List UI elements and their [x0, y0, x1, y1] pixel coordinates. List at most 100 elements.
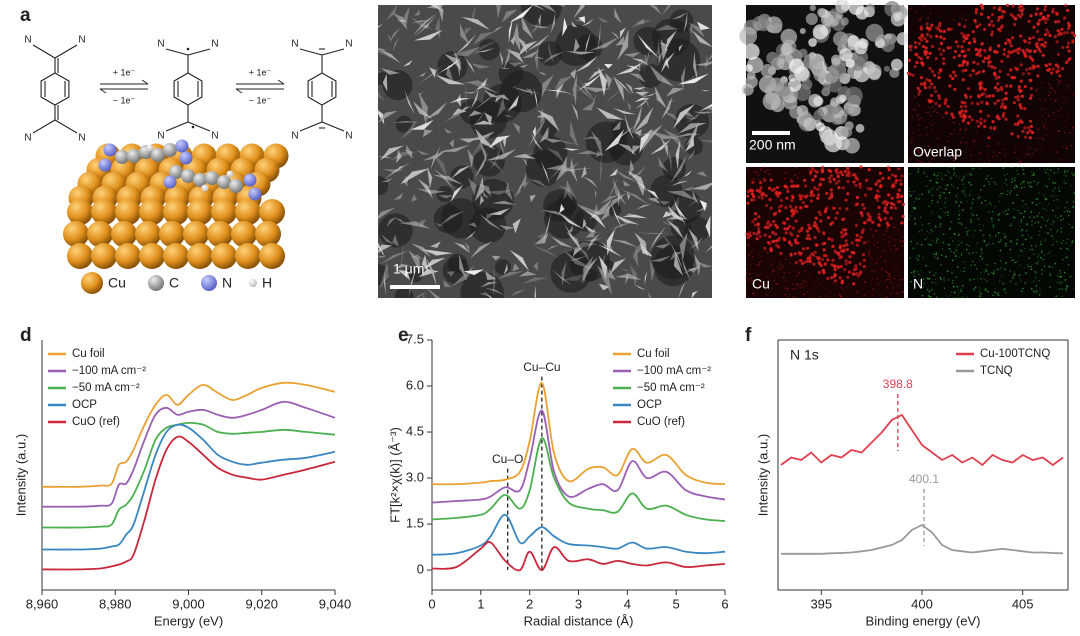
map-dot: [1014, 177, 1016, 179]
flake: [560, 167, 594, 172]
flake: [513, 152, 541, 158]
map-dot: [1054, 262, 1057, 265]
map-dot: [1015, 283, 1017, 285]
map-dot: [846, 170, 851, 174]
molecule-atom: [243, 173, 257, 187]
map-dot: [893, 206, 898, 210]
map-dot: [877, 212, 881, 216]
molecule: [165, 47, 211, 132]
map-dot: [854, 41, 868, 55]
flake: [547, 40, 554, 64]
map-dot: [756, 274, 758, 276]
map-dot: [832, 31, 849, 47]
map-dot: [949, 295, 952, 297]
map-dot: [1014, 179, 1016, 182]
map-dot: [1044, 224, 1047, 227]
map-dot: [1073, 192, 1075, 194]
map-dot: [1068, 214, 1070, 217]
map-dot: [1064, 3, 1068, 7]
map-dot: [838, 206, 842, 211]
map-dot: [1056, 195, 1059, 197]
flake: [573, 38, 580, 54]
map-dot: [919, 134, 921, 137]
map-dot: [911, 115, 913, 118]
map-dot: [930, 229, 933, 231]
map-dot: [870, 269, 873, 272]
map-dot: [935, 175, 938, 177]
cu-atom: [91, 199, 117, 225]
flake: [473, 109, 486, 127]
map-dot: [989, 126, 993, 130]
map-dot: [1044, 197, 1047, 200]
flake: [572, 80, 597, 104]
flake: [691, 290, 698, 298]
flake: [455, 33, 477, 56]
map-dot: [921, 223, 924, 226]
shadow: [609, 144, 624, 158]
map-dot: [1012, 277, 1014, 279]
map-dot: [774, 279, 777, 282]
flake: [507, 95, 519, 112]
map-dot: [927, 192, 930, 194]
flake: [439, 144, 470, 152]
map-dot: [963, 175, 965, 178]
flake: [665, 215, 689, 220]
flake: [527, 119, 546, 149]
cu-atom: [235, 243, 261, 269]
map-dot: [998, 195, 1001, 198]
map-dot: [942, 61, 946, 65]
map-dot: [806, 233, 811, 237]
map-dot: [993, 205, 996, 208]
map-dot: [759, 256, 762, 258]
flake: [396, 149, 402, 164]
map-dot: [813, 96, 824, 107]
map-dot: [947, 27, 951, 31]
map-dot: [1020, 249, 1022, 252]
series-line: [41, 421, 336, 529]
map-dot: [950, 177, 953, 179]
flake: [456, 94, 461, 107]
flake: [603, 63, 613, 69]
map-dot: [1038, 294, 1041, 296]
map-dot: [990, 235, 992, 238]
flake: [563, 180, 570, 200]
map-dot: [1013, 187, 1016, 189]
map-dot: [1016, 51, 1020, 55]
map-dot: [947, 243, 949, 246]
map-dot: [746, 70, 756, 80]
map-dot: [930, 69, 935, 73]
map-dot: [977, 70, 981, 74]
flake: [508, 18, 513, 43]
map-dot: [962, 116, 966, 120]
map-dot: [1002, 112, 1006, 116]
flake: [667, 190, 697, 201]
map-dot: [979, 295, 981, 298]
flake: [482, 190, 489, 199]
map-dot: [802, 286, 804, 289]
map-dot: [1009, 248, 1012, 251]
map-dot: [896, 32, 910, 46]
map-dot: [794, 174, 797, 176]
map-dot: [1037, 128, 1040, 131]
flake: [649, 64, 675, 87]
map-dot: [822, 248, 826, 252]
map-dot: [870, 228, 873, 231]
map-dot: [1002, 192, 1004, 195]
flake: [637, 18, 645, 25]
map-dot: [1009, 224, 1012, 227]
map-dot: [933, 173, 936, 176]
cu-atom: [91, 243, 117, 269]
map-dot: [759, 186, 763, 190]
flake: [408, 265, 418, 298]
map-dot: [1061, 45, 1065, 50]
map-dot: [953, 172, 956, 174]
map-dot: [1067, 263, 1070, 266]
map-dot: [973, 229, 976, 232]
flake: [378, 110, 398, 123]
flake: [692, 30, 712, 47]
radical: [186, 47, 190, 51]
flake: [649, 5, 662, 15]
map-dot: [1037, 221, 1040, 224]
map-dot: [805, 194, 809, 198]
map-dot: [754, 171, 756, 173]
